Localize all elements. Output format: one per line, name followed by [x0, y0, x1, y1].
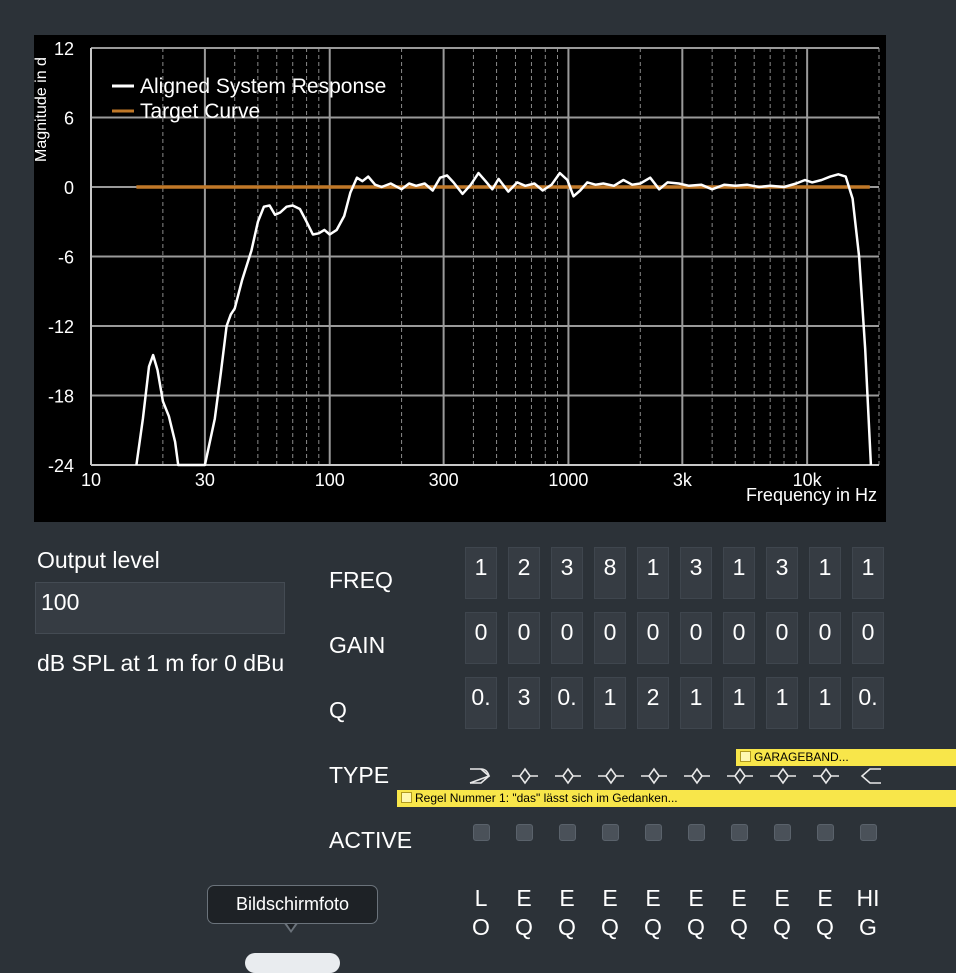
freq-band-10-input[interactable]: 1 — [852, 547, 884, 599]
active-band-9-checkbox[interactable] — [817, 824, 834, 841]
q-band-9-input[interactable]: 1 — [809, 677, 841, 729]
freq-row-label: FREQ — [329, 567, 393, 593]
output-level-unit: dB SPL at 1 m for 0 dBu — [37, 650, 285, 676]
q-band-4-input[interactable]: 1 — [594, 677, 626, 729]
q-band-1-input[interactable]: 0. — [465, 677, 497, 729]
note-text: Regel Nummer 1: "das" lässt sich im Geda… — [415, 791, 678, 805]
screenshot-tooltip: Bildschirmfoto — [207, 885, 378, 924]
active-band-6-checkbox[interactable] — [688, 824, 705, 841]
note-checkbox-icon — [401, 792, 412, 803]
band-6-name: E Q — [687, 885, 705, 940]
legend-label: Target Curve — [140, 100, 260, 123]
x-tick-label: 10k — [793, 470, 823, 490]
type-row-label: TYPE — [329, 762, 390, 788]
q-band-10-input[interactable]: 0. — [852, 677, 884, 729]
peak-icon[interactable] — [725, 766, 755, 786]
peak-icon[interactable] — [811, 766, 841, 786]
gain-band-1-input[interactable]: 0 — [465, 612, 497, 664]
note-checkbox-icon — [740, 751, 751, 762]
freq-band-2-input[interactable]: 2 — [508, 547, 540, 599]
gain-band-10-input[interactable]: 0 — [852, 612, 884, 664]
output-level-label: Output level — [37, 547, 160, 573]
y-tick-label: -12 — [48, 317, 74, 337]
peak-icon[interactable] — [510, 766, 540, 786]
freq-band-1-input[interactable]: 1 — [465, 547, 497, 599]
freq-band-8-input[interactable]: 3 — [766, 547, 798, 599]
band-8-name: E Q — [773, 885, 791, 940]
chart-svg: 12 6 0 -6 -12 -18 -24 10 30 100 300 1000 3k 10kFreque… — [34, 39, 880, 505]
freq-band-9-input[interactable]: 1 — [809, 547, 841, 599]
active-band-8-checkbox[interactable] — [774, 824, 791, 841]
y-tick-label: -24 — [48, 456, 74, 476]
q-band-6-input[interactable]: 1 — [680, 677, 712, 729]
q-band-5-input[interactable]: 2 — [637, 677, 669, 729]
peak-icon[interactable] — [553, 766, 583, 786]
gain-band-2-input[interactable]: 0 — [508, 612, 540, 664]
x-tick-label: 10 — [81, 470, 101, 490]
gain-band-3-input[interactable]: 0 — [551, 612, 583, 664]
band-2-name: E Q — [515, 885, 533, 940]
y-tick-label: 0 — [64, 178, 74, 198]
highpass-icon[interactable] — [467, 766, 497, 786]
active-band-4-checkbox[interactable] — [602, 824, 619, 841]
x-tick-label: 3k — [673, 470, 693, 490]
freq-band-4-input[interactable]: 8 — [594, 547, 626, 599]
active-band-1-checkbox[interactable] — [473, 824, 490, 841]
gain-band-9-input[interactable]: 0 — [809, 612, 841, 664]
band-4-name: E Q — [601, 885, 619, 940]
x-axis-label: Frequency in Hz — [746, 485, 877, 505]
gain-band-4-input[interactable]: 0 — [594, 612, 626, 664]
active-row-label: ACTIVE — [329, 827, 413, 853]
active-band-5-checkbox[interactable] — [645, 824, 662, 841]
y-axis-label: Magnitude in d — [34, 57, 50, 162]
gain-row-label: GAIN — [329, 632, 386, 658]
band-1-name: L O — [472, 885, 490, 940]
active-band-10-checkbox[interactable] — [860, 824, 877, 841]
q-band-2-input[interactable]: 3 — [508, 677, 540, 729]
y-tick-label: -6 — [58, 248, 74, 268]
sticky-note-regel[interactable]: Regel Nummer 1: "das" lässt sich im Geda… — [397, 790, 956, 807]
band-5-name: E Q — [644, 885, 662, 940]
q-row-label: Q — [329, 697, 347, 723]
sticky-note-garageband[interactable]: GARAGEBAND... — [736, 749, 956, 766]
tooltip-arrow-fill — [285, 921, 297, 930]
band-7-name: E Q — [730, 885, 748, 940]
freq-band-3-input[interactable]: 3 — [551, 547, 583, 599]
band-3-name: E Q — [558, 885, 576, 940]
lowpass-icon[interactable] — [854, 766, 884, 786]
active-band-3-checkbox[interactable] — [559, 824, 576, 841]
peak-icon[interactable] — [639, 766, 669, 786]
x-tick-label: 1000 — [548, 470, 588, 490]
y-tick-label: 12 — [54, 39, 74, 59]
peak-icon[interactable] — [682, 766, 712, 786]
freq-band-7-input[interactable]: 1 — [723, 547, 755, 599]
y-tick-label: 6 — [64, 109, 74, 129]
peak-icon[interactable] — [596, 766, 626, 786]
screenshot-button[interactable] — [245, 953, 340, 973]
q-band-8-input[interactable]: 1 — [766, 677, 798, 729]
freq-band-5-input[interactable]: 1 — [637, 547, 669, 599]
gain-band-7-input[interactable]: 0 — [723, 612, 755, 664]
output-level-input[interactable]: 100 — [35, 582, 285, 634]
peak-icon[interactable] — [768, 766, 798, 786]
y-tick-label: -18 — [48, 387, 74, 407]
system-response-line — [135, 171, 873, 467]
note-text: GARAGEBAND... — [754, 750, 849, 764]
q-band-7-input[interactable]: 1 — [723, 677, 755, 729]
active-band-2-checkbox[interactable] — [516, 824, 533, 841]
gain-band-5-input[interactable]: 0 — [637, 612, 669, 664]
q-band-3-input[interactable]: 0. — [551, 677, 583, 729]
freq-band-6-input[interactable]: 3 — [680, 547, 712, 599]
x-tick-label: 30 — [195, 470, 215, 490]
gain-band-8-input[interactable]: 0 — [766, 612, 798, 664]
active-band-7-checkbox[interactable] — [731, 824, 748, 841]
gain-band-6-input[interactable]: 0 — [680, 612, 712, 664]
band-9-name: E Q — [816, 885, 834, 940]
band-10-name: HI G — [856, 885, 880, 940]
x-tick-label: 300 — [429, 470, 459, 490]
frequency-response-chart: 12 6 0 -6 -12 -18 -24 10 30 100 300 1000 3k 10k Freque… — [34, 35, 886, 522]
x-tick-label: 100 — [315, 470, 345, 490]
legend-label: Aligned System Response — [140, 75, 386, 98]
